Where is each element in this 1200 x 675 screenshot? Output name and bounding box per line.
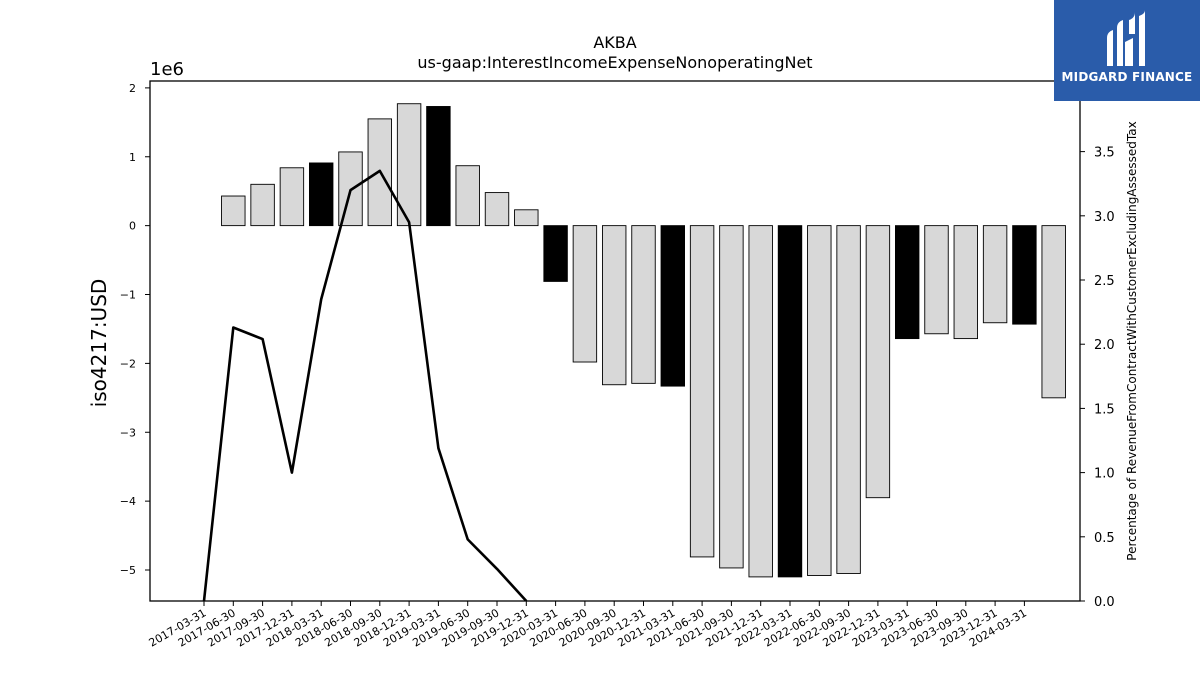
bar-2023-03-31 (895, 225, 920, 340)
x-ticks: 2017-03-312017-06-302017-09-302017-12-31… (147, 601, 1029, 650)
bar-2021-03-31 (660, 225, 685, 387)
bar-2018-03-31 (309, 162, 334, 227)
bar-2017-06-30 (221, 195, 246, 227)
y2-tick-label: 2.0 (1094, 338, 1115, 353)
plot-frame (149, 80, 1081, 602)
bar-2019-09-30 (484, 192, 510, 227)
line-series (202, 169, 528, 601)
y-tick-label: −2 (120, 357, 136, 370)
axes (149, 80, 1081, 602)
y2-tick-label: 2.5 (1094, 274, 1115, 289)
y-offset-label: 1e6 (150, 59, 184, 80)
bar-2019-03-31 (426, 106, 451, 227)
y-tick-label: −4 (120, 495, 136, 508)
bar-2022-12-31 (865, 225, 891, 499)
bar-2020-12-31 (631, 225, 656, 384)
bar-2022-03-31 (777, 225, 803, 578)
bar-2022-09-30 (836, 225, 861, 574)
y-tick-label: 1 (129, 151, 136, 164)
logo-text: MIDGARD FINANCE (1061, 70, 1193, 84)
bar-2021-06-30 (689, 225, 715, 558)
bar-undefined (1041, 225, 1066, 399)
line-path (202, 169, 528, 601)
y-tick-label: −3 (120, 426, 136, 439)
y-ticks: 2 1 0 −1 −2 −3 −4 −5 (120, 82, 150, 577)
bar-2021-12-31 (748, 225, 773, 578)
y-axis-label: iso4217:USD (87, 279, 111, 408)
bar-2022-06-30 (807, 225, 832, 576)
y-tick-label: 0 (129, 220, 136, 233)
y2-tick-label: 3.5 (1094, 146, 1115, 161)
chart-subtitle: us-gaap:InterestIncomeExpenseNonoperatin… (417, 53, 812, 72)
chart-title: AKBA (593, 33, 636, 52)
brand-logo: MIDGARD FINANCE (1054, 0, 1200, 101)
y2-tick-label: 1.0 (1094, 467, 1115, 482)
bar-2024-03-31 (1012, 225, 1037, 325)
bar-2017-09-30 (250, 183, 275, 227)
bar-2023-06-30 (924, 225, 949, 335)
y2-axis-label: Percentage of RevenueFromContractWithCus… (1125, 121, 1139, 560)
bar-2020-06-30 (572, 225, 598, 363)
logo-mark-icon (1107, 10, 1145, 66)
bar-2017-12-31 (279, 167, 305, 227)
y-tick-label: −5 (120, 564, 136, 577)
y2-tick-label: 0.5 (1094, 531, 1115, 546)
bar-2019-12-31 (514, 209, 539, 227)
y2-ticks: 0.0 0.5 1.0 1.5 2.0 2.5 3.0 3.5 (1080, 146, 1115, 610)
bar-series (221, 103, 1066, 578)
y-tick-label: −1 (120, 289, 136, 302)
y2-tick-label: 3.0 (1094, 210, 1115, 225)
bar-2023-12-31 (982, 225, 1008, 324)
y2-tick-label: 1.5 (1094, 402, 1115, 417)
bar-2023-09-30 (953, 225, 978, 340)
bar-2020-09-30 (602, 225, 627, 386)
y-tick-label: 2 (129, 82, 136, 95)
bar-2021-09-30 (719, 225, 744, 569)
bar-2020-03-31 (543, 225, 568, 282)
y2-tick-label: 0.0 (1094, 595, 1115, 610)
bar-2019-06-30 (455, 165, 480, 227)
